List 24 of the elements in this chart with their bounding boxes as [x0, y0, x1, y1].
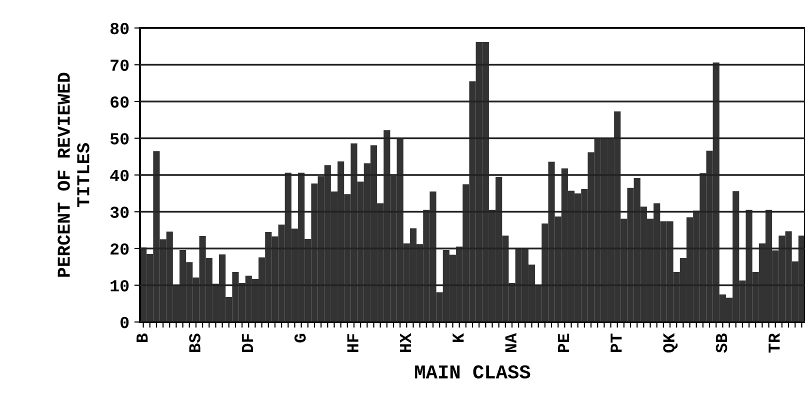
- x-axis-title: MAIN CLASS: [415, 365, 530, 379]
- y-tick-label: 30: [110, 206, 129, 218]
- x-tick-label: HX: [400, 333, 411, 352]
- x-tick-label: PT: [610, 334, 622, 352]
- y-tick-label: 50: [110, 133, 129, 144]
- y-tick-label: 40: [110, 170, 129, 182]
- y-tick-label: 0: [120, 316, 129, 328]
- x-tick-label: QK: [663, 333, 678, 353]
- x-tick-label: SB: [716, 333, 728, 353]
- x-tick-label: K: [452, 333, 464, 342]
- y-tick-label: 10: [110, 280, 129, 292]
- x-tick-label: HF: [347, 334, 358, 352]
- y-tick-label: 20: [110, 243, 129, 255]
- x-tick-label: TR: [768, 333, 780, 353]
- y-tick-label: 70: [110, 60, 129, 71]
- x-tick-label: PE: [558, 334, 569, 352]
- y-tick-label: 60: [110, 96, 129, 108]
- x-tick-label: G: [294, 334, 306, 342]
- x-tick-label: BS: [189, 334, 200, 352]
- x-tick-label: DF: [242, 334, 253, 352]
- y-tick-label: 80: [110, 22, 129, 34]
- x-tick-label: NA: [505, 333, 516, 352]
- x-tick-label: B: [136, 333, 148, 342]
- y-axis-title: PERCENT OF REVIEWED TITLES: [58, 72, 90, 277]
